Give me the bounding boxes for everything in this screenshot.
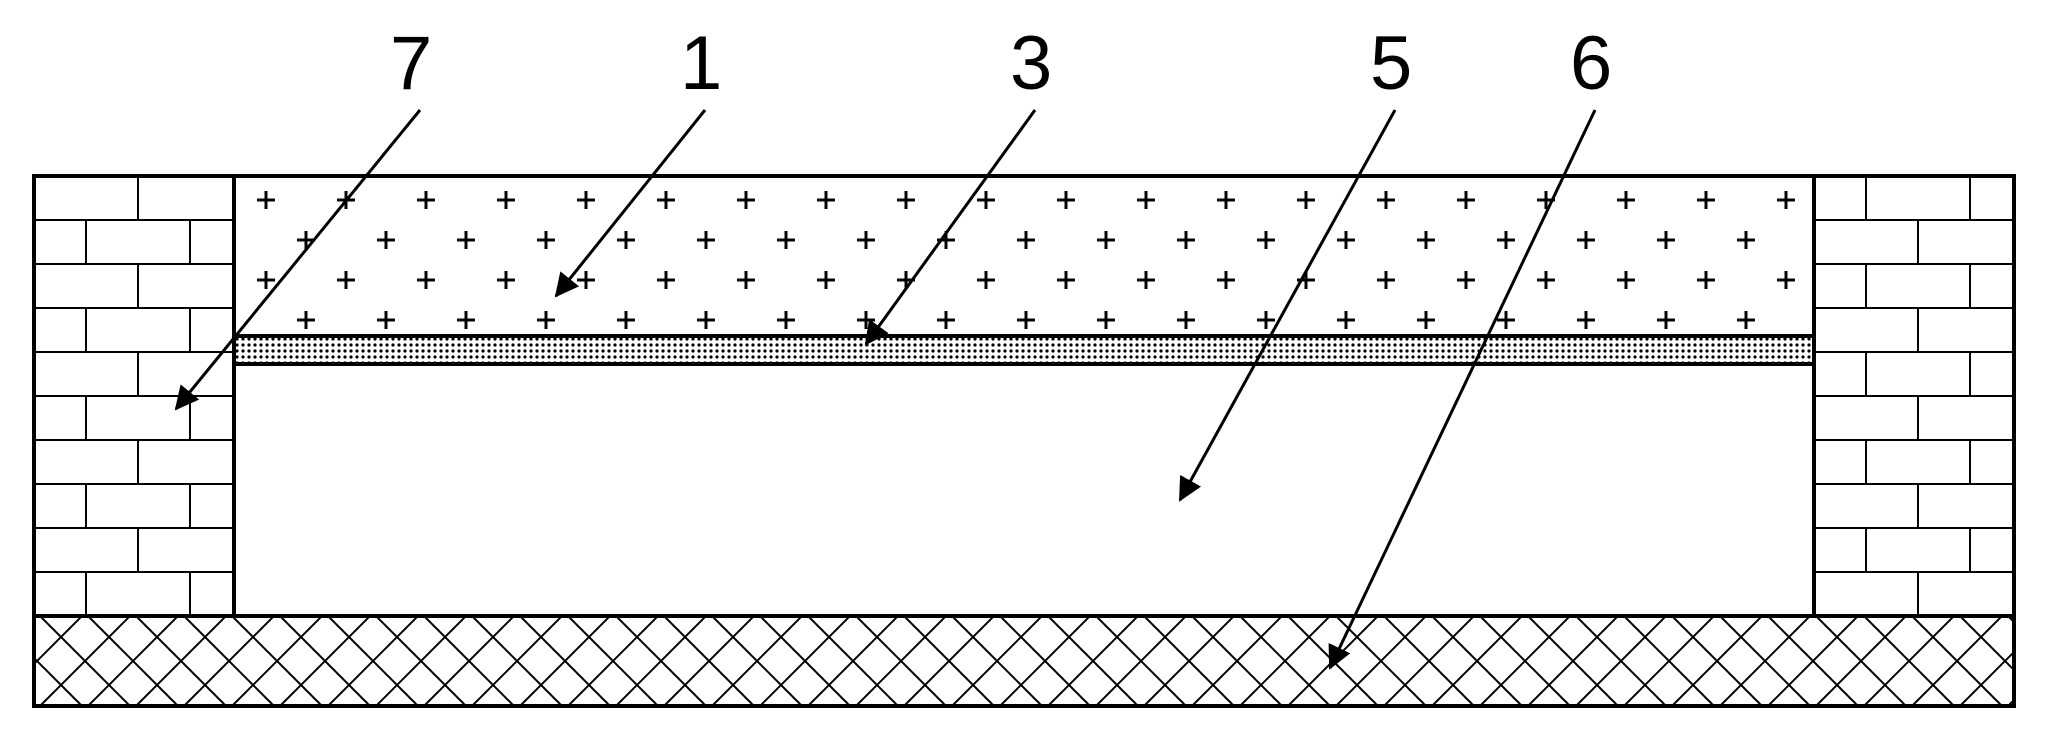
figure-canvas: 7 1 3 5 6 [0,0,2049,729]
callout-label-3: 3 [1010,20,1052,107]
cross-section-svg [0,0,2049,729]
callout-label-7: 7 [390,20,432,107]
callout-label-6: 6 [1570,20,1612,107]
callout-label-1: 1 [680,20,722,107]
callout-label-5: 5 [1370,20,1412,107]
